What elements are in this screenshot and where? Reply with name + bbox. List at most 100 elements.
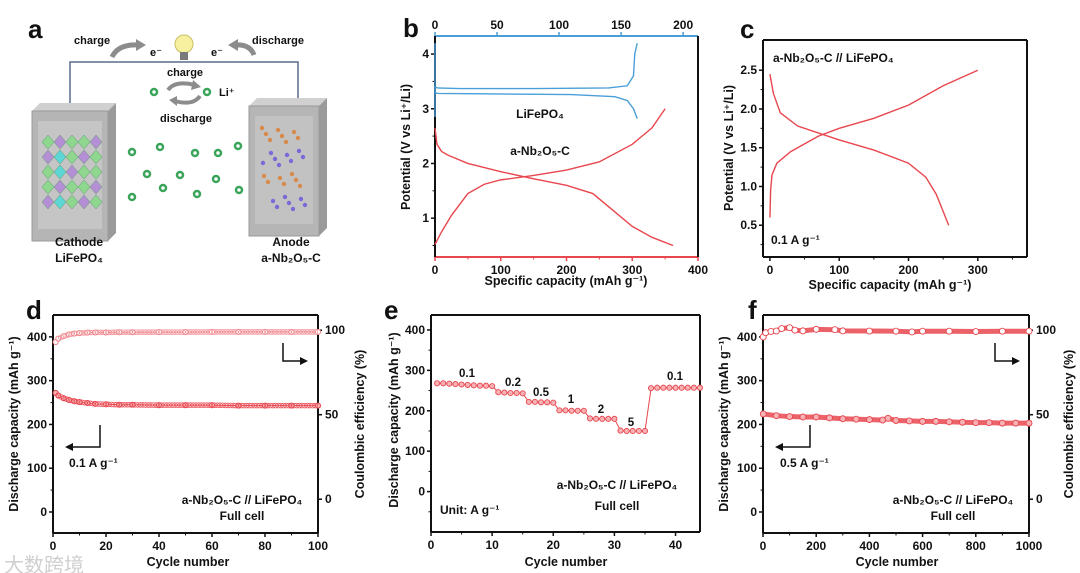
data-point <box>550 399 557 406</box>
data-point <box>172 402 178 408</box>
data-point <box>513 389 520 397</box>
series-line <box>434 42 638 117</box>
data-point <box>865 327 873 335</box>
data-point <box>251 329 258 335</box>
panel-letter: c <box>740 14 754 44</box>
data-point <box>826 414 833 422</box>
data-point <box>286 402 292 409</box>
x-tick-label: 300 <box>968 263 988 277</box>
data-point <box>92 329 99 336</box>
data-point <box>267 329 274 335</box>
li-ion-icon <box>190 148 200 158</box>
data-point <box>254 329 260 335</box>
data-point <box>233 329 239 335</box>
data-point <box>312 329 319 335</box>
data-point <box>283 329 289 335</box>
data-point <box>97 329 104 336</box>
data-point <box>446 380 453 387</box>
data-point <box>972 328 980 336</box>
data-point <box>230 329 236 335</box>
x-tick-label: 30 <box>608 538 622 552</box>
data-point <box>972 419 980 427</box>
data-point <box>129 401 136 408</box>
data-point <box>161 402 168 408</box>
data-point <box>531 398 538 405</box>
data-point <box>278 402 284 409</box>
data-point <box>211 329 218 335</box>
data-point <box>243 402 250 409</box>
data-point <box>198 402 205 408</box>
data-point <box>238 329 244 335</box>
rate-label: 1 <box>568 394 575 406</box>
data-point <box>254 402 260 409</box>
li-ion-icon <box>192 189 202 199</box>
data-point <box>302 329 308 335</box>
y-tick-label: 400 <box>27 330 47 344</box>
data-point <box>227 329 234 335</box>
cycle-arrows-icon <box>166 80 202 106</box>
data-point <box>759 410 767 418</box>
axis-pointer-right-icon <box>994 343 1020 365</box>
x2-tick-label: 100 <box>549 18 569 32</box>
data-point <box>294 329 300 335</box>
ion-label: Li⁺ <box>219 87 235 99</box>
annotation: 0.1 A g⁻¹ <box>69 456 118 470</box>
data-point <box>230 402 236 409</box>
data-point <box>66 397 72 403</box>
data-point <box>58 394 64 400</box>
data-point <box>148 329 154 335</box>
panel-letter: b <box>403 13 419 43</box>
data-point <box>196 329 202 335</box>
data-point <box>113 329 120 336</box>
li-ion-icon <box>155 142 165 152</box>
x-axis-label: Cycle number <box>856 555 939 569</box>
x-tick-label: 0 <box>767 263 774 277</box>
data-point <box>291 329 297 335</box>
x-tick-label: 200 <box>556 263 576 277</box>
data-point <box>182 402 189 408</box>
data-point <box>206 329 213 335</box>
data-point <box>145 402 152 408</box>
data-point <box>121 401 128 408</box>
data-point <box>172 329 178 335</box>
data-point <box>219 329 226 335</box>
y-tick-label: 0 <box>418 485 425 499</box>
data-point <box>222 329 229 335</box>
data-point <box>623 427 630 435</box>
data-point <box>238 402 244 409</box>
data-point <box>222 402 229 409</box>
data-point <box>211 402 218 408</box>
data-point <box>666 384 673 391</box>
series-line <box>762 411 1029 426</box>
y-tick-label: 0 <box>40 505 47 519</box>
data-point <box>280 329 287 335</box>
data-point <box>58 334 64 341</box>
data-point <box>161 329 168 335</box>
data-point <box>124 329 130 335</box>
axis-pointer-right-icon <box>282 343 308 365</box>
data-point <box>209 329 215 335</box>
data-point <box>270 329 276 335</box>
data-point <box>82 329 88 336</box>
light-bulb-icon <box>174 34 194 60</box>
data-point <box>259 402 266 409</box>
data-point <box>249 402 255 409</box>
data-point <box>562 407 569 414</box>
cathode-material: LiFePO₄ <box>55 251 103 265</box>
data-point <box>249 329 255 335</box>
x-tick-label: 100 <box>491 263 511 277</box>
data-point <box>177 329 183 335</box>
annotation: LiFePO₄ <box>516 107 564 121</box>
data-point <box>156 329 162 335</box>
y-tick-label: 4 <box>422 47 429 61</box>
data-point <box>129 329 136 335</box>
data-point <box>839 327 847 335</box>
data-point <box>209 402 215 408</box>
arrowhead <box>136 39 146 51</box>
data-point <box>121 329 128 335</box>
data-point <box>791 326 799 334</box>
x-tick-label: 600 <box>913 539 933 553</box>
data-point <box>153 329 160 335</box>
li-ion-icon <box>213 148 223 158</box>
